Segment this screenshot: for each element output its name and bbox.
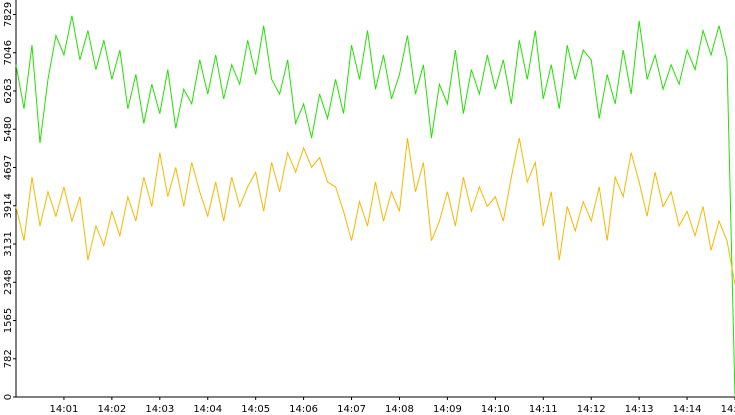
y-tick-label: 2348	[3, 270, 14, 295]
series-line	[15, 15, 735, 398]
x-tick-label: 14:11	[529, 404, 558, 415]
x-tick-label: 14:13	[625, 404, 654, 415]
y-tick-label: 1565	[3, 308, 14, 333]
x-tick-label: 14:14	[673, 404, 702, 415]
y-tick-label: 5480	[3, 117, 14, 142]
x-tick-label: 14:15	[721, 404, 735, 415]
x-tick-label: 14:01	[50, 404, 79, 415]
x-tick-label: 14:07	[337, 404, 366, 415]
series-line	[15, 137, 735, 285]
x-tick-label: 14:04	[193, 404, 222, 415]
x-tick-label: 14:12	[577, 404, 606, 415]
y-tick-label: 3914	[3, 193, 14, 218]
x-tick-label: 14:10	[481, 404, 510, 415]
x-tick-label: 14:05	[241, 404, 270, 415]
x-tick-label: 14:09	[433, 404, 462, 415]
x-tick-label: 14:02	[97, 404, 126, 415]
y-tick-label: 3131	[3, 231, 14, 256]
y-tick-label: 0	[3, 394, 14, 400]
y-tick-label: 6263	[3, 78, 14, 103]
x-tick-label: 14:06	[289, 404, 318, 415]
y-tick-label: 782	[3, 349, 14, 368]
y-tick-label: 4697	[3, 155, 14, 180]
x-tick-label: 14:03	[145, 404, 174, 415]
x-tick-label: 14:08	[385, 404, 414, 415]
y-tick-label: 7046	[3, 40, 14, 65]
y-tick-label: 7829	[3, 2, 14, 27]
